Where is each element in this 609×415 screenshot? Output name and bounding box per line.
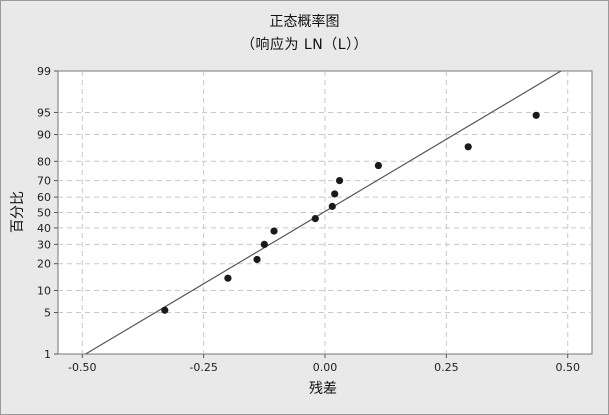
x-axis-ticks: -0.50 -0.25 0.00 0.25 0.50 bbox=[68, 354, 580, 374]
y-tick-label: 60 bbox=[37, 191, 51, 204]
y-tick-label: 70 bbox=[37, 175, 51, 188]
y-tick-label: 90 bbox=[37, 129, 51, 142]
data-point bbox=[260, 240, 268, 248]
x-tick-label: 0.25 bbox=[434, 361, 459, 374]
x-tick-label: -0.50 bbox=[68, 361, 96, 374]
data-point bbox=[374, 161, 382, 170]
y-tick-label: 30 bbox=[37, 238, 51, 251]
grid-lines bbox=[58, 71, 592, 354]
y-tick-label: 20 bbox=[37, 258, 51, 271]
y-tick-label: 95 bbox=[37, 106, 51, 119]
data-point bbox=[331, 190, 339, 198]
y-tick-label: 50 bbox=[37, 207, 51, 220]
y-tick-label: 1 bbox=[44, 348, 51, 361]
y-tick-label: 40 bbox=[37, 222, 51, 235]
x-axis-label: 残差 bbox=[309, 381, 337, 397]
data-points bbox=[161, 111, 540, 314]
y-tick-label: 99 bbox=[37, 65, 51, 78]
y-axis-label: 百分比 bbox=[10, 191, 26, 233]
x-tick-label: 0.50 bbox=[555, 361, 580, 374]
y-tick-label: 5 bbox=[44, 307, 51, 320]
data-point bbox=[270, 227, 278, 235]
data-point bbox=[224, 274, 232, 282]
data-point bbox=[335, 177, 344, 185]
data-point bbox=[253, 255, 261, 264]
y-tick-label: 10 bbox=[37, 284, 51, 297]
data-point bbox=[328, 202, 336, 210]
data-point bbox=[161, 306, 169, 314]
x-tick-label: 0.00 bbox=[313, 361, 338, 374]
data-point bbox=[311, 215, 319, 223]
data-point bbox=[464, 143, 472, 151]
x-tick-label: -0.25 bbox=[189, 361, 217, 374]
chart-subtitle: （响应为 LN（L）） bbox=[240, 37, 369, 53]
y-tick-label: 80 bbox=[37, 155, 51, 168]
y-axis-ticks: 1 5 10 20 30 40 50 60 70 80 90 95 99 bbox=[37, 65, 58, 361]
chart-title: 正态概率图 bbox=[269, 14, 340, 30]
data-point bbox=[532, 111, 540, 119]
